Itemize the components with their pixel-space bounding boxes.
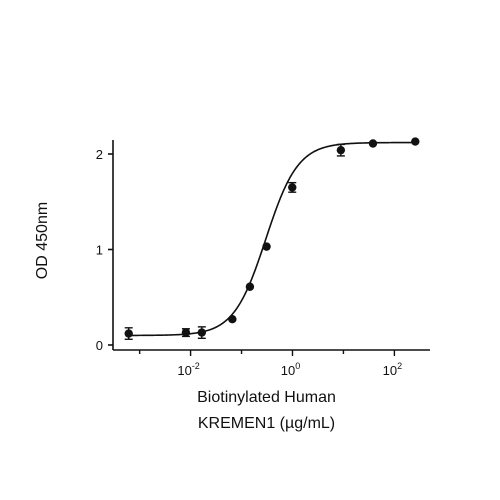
data-point <box>368 139 378 148</box>
y-axis-title: OD 450nm <box>34 202 51 279</box>
data-points-group <box>124 137 420 340</box>
x-tick-exponent: 0 <box>295 361 300 371</box>
data-point <box>124 329 133 338</box>
x-tick-base: 10 <box>281 363 295 378</box>
data-point <box>245 282 255 291</box>
y-tick-label: 1 <box>96 243 103 258</box>
x-axis-title-line: KREMEN1 (µg/mL) <box>198 415 335 432</box>
y-tick-label: 2 <box>96 147 103 162</box>
y-tick-label: 0 <box>96 338 103 353</box>
x-axis-title-line: Biotinylated Human <box>197 389 336 406</box>
data-point <box>262 242 271 251</box>
x-tick-exponent: 2 <box>397 361 402 371</box>
data-point <box>228 315 237 324</box>
axes <box>108 140 430 356</box>
fit-curve-group <box>128 141 417 337</box>
x-tick-exponent: -2 <box>192 361 200 371</box>
x-tick-label: 102 <box>383 361 402 378</box>
x-tick-label: 10-2 <box>177 361 199 378</box>
data-point <box>197 328 207 337</box>
data-point <box>181 328 191 337</box>
data-point <box>288 183 297 192</box>
data-point <box>411 137 420 146</box>
x-tick-label: 100 <box>281 361 300 378</box>
x-tick-base: 10 <box>383 363 397 378</box>
data-point <box>336 145 346 155</box>
x-tick-base: 10 <box>177 363 191 378</box>
fit-curve-line <box>128 141 417 337</box>
